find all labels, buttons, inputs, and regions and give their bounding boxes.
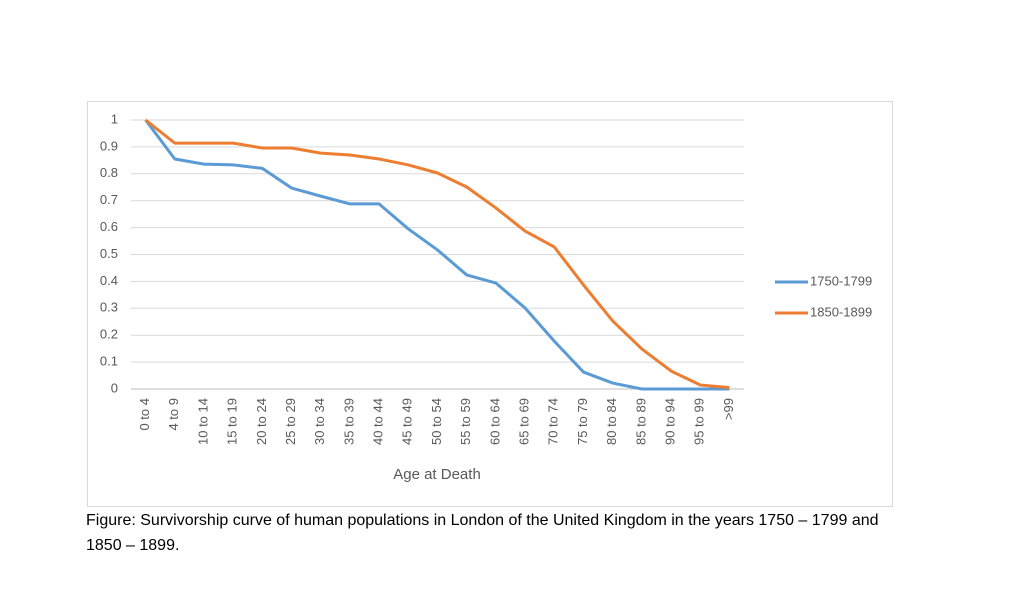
chart-border (87, 101, 893, 507)
y-tick-label: 0.3 (100, 300, 118, 315)
legend-label: 1850-1899 (810, 304, 872, 319)
x-tick-label: 50 to 54 (429, 398, 444, 445)
x-axis-title: Age at Death (393, 466, 481, 483)
x-tick-label: 35 to 39 (341, 398, 356, 445)
x-tick-label: 60 to 64 (487, 398, 502, 445)
x-tick-label: 10 to 14 (195, 398, 210, 445)
y-tick-label: 0.9 (100, 138, 118, 153)
x-tick-label: 75 to 79 (575, 398, 590, 445)
y-tick-label: 0.7 (100, 192, 118, 207)
x-tick-label: 0 to 4 (137, 398, 152, 431)
x-tick-label: 90 to 94 (662, 398, 677, 445)
y-tick-label: 0.6 (100, 219, 118, 234)
caption: Figure: Survivorship curve of human popu… (86, 512, 879, 554)
x-tick-label: 45 to 49 (400, 398, 415, 445)
x-tick-label: 20 to 24 (254, 398, 269, 445)
x-tick-label: >99 (721, 398, 736, 420)
series-line (144, 119, 730, 391)
x-tick-label: 30 to 34 (312, 398, 327, 445)
y-tick-label: 0.1 (100, 354, 118, 369)
x-tick-label: 4 to 9 (166, 398, 181, 431)
y-tick-label: 1 (111, 111, 118, 126)
x-tick-label: 80 to 84 (604, 398, 619, 445)
x-tick-label: 15 to 19 (225, 398, 240, 445)
x-tick-label: 85 to 89 (633, 398, 648, 445)
y-tick-label: 0.4 (100, 273, 118, 288)
x-tick-label: 95 to 99 (692, 398, 707, 445)
y-tick-label: 0.2 (100, 327, 118, 342)
y-tick-label: 0.8 (100, 165, 118, 180)
x-tick-label: 65 to 69 (517, 398, 532, 445)
x-tick-label: 70 to 74 (546, 398, 561, 445)
series-line (144, 118, 730, 390)
y-tick-label: 0 (111, 380, 118, 395)
x-tick-label: 40 to 44 (371, 398, 386, 445)
legend-label: 1750-1799 (810, 273, 872, 288)
y-tick-label: 0.5 (100, 246, 118, 261)
x-tick-label: 25 to 29 (283, 398, 298, 445)
x-tick-label: 55 to 59 (458, 398, 473, 445)
